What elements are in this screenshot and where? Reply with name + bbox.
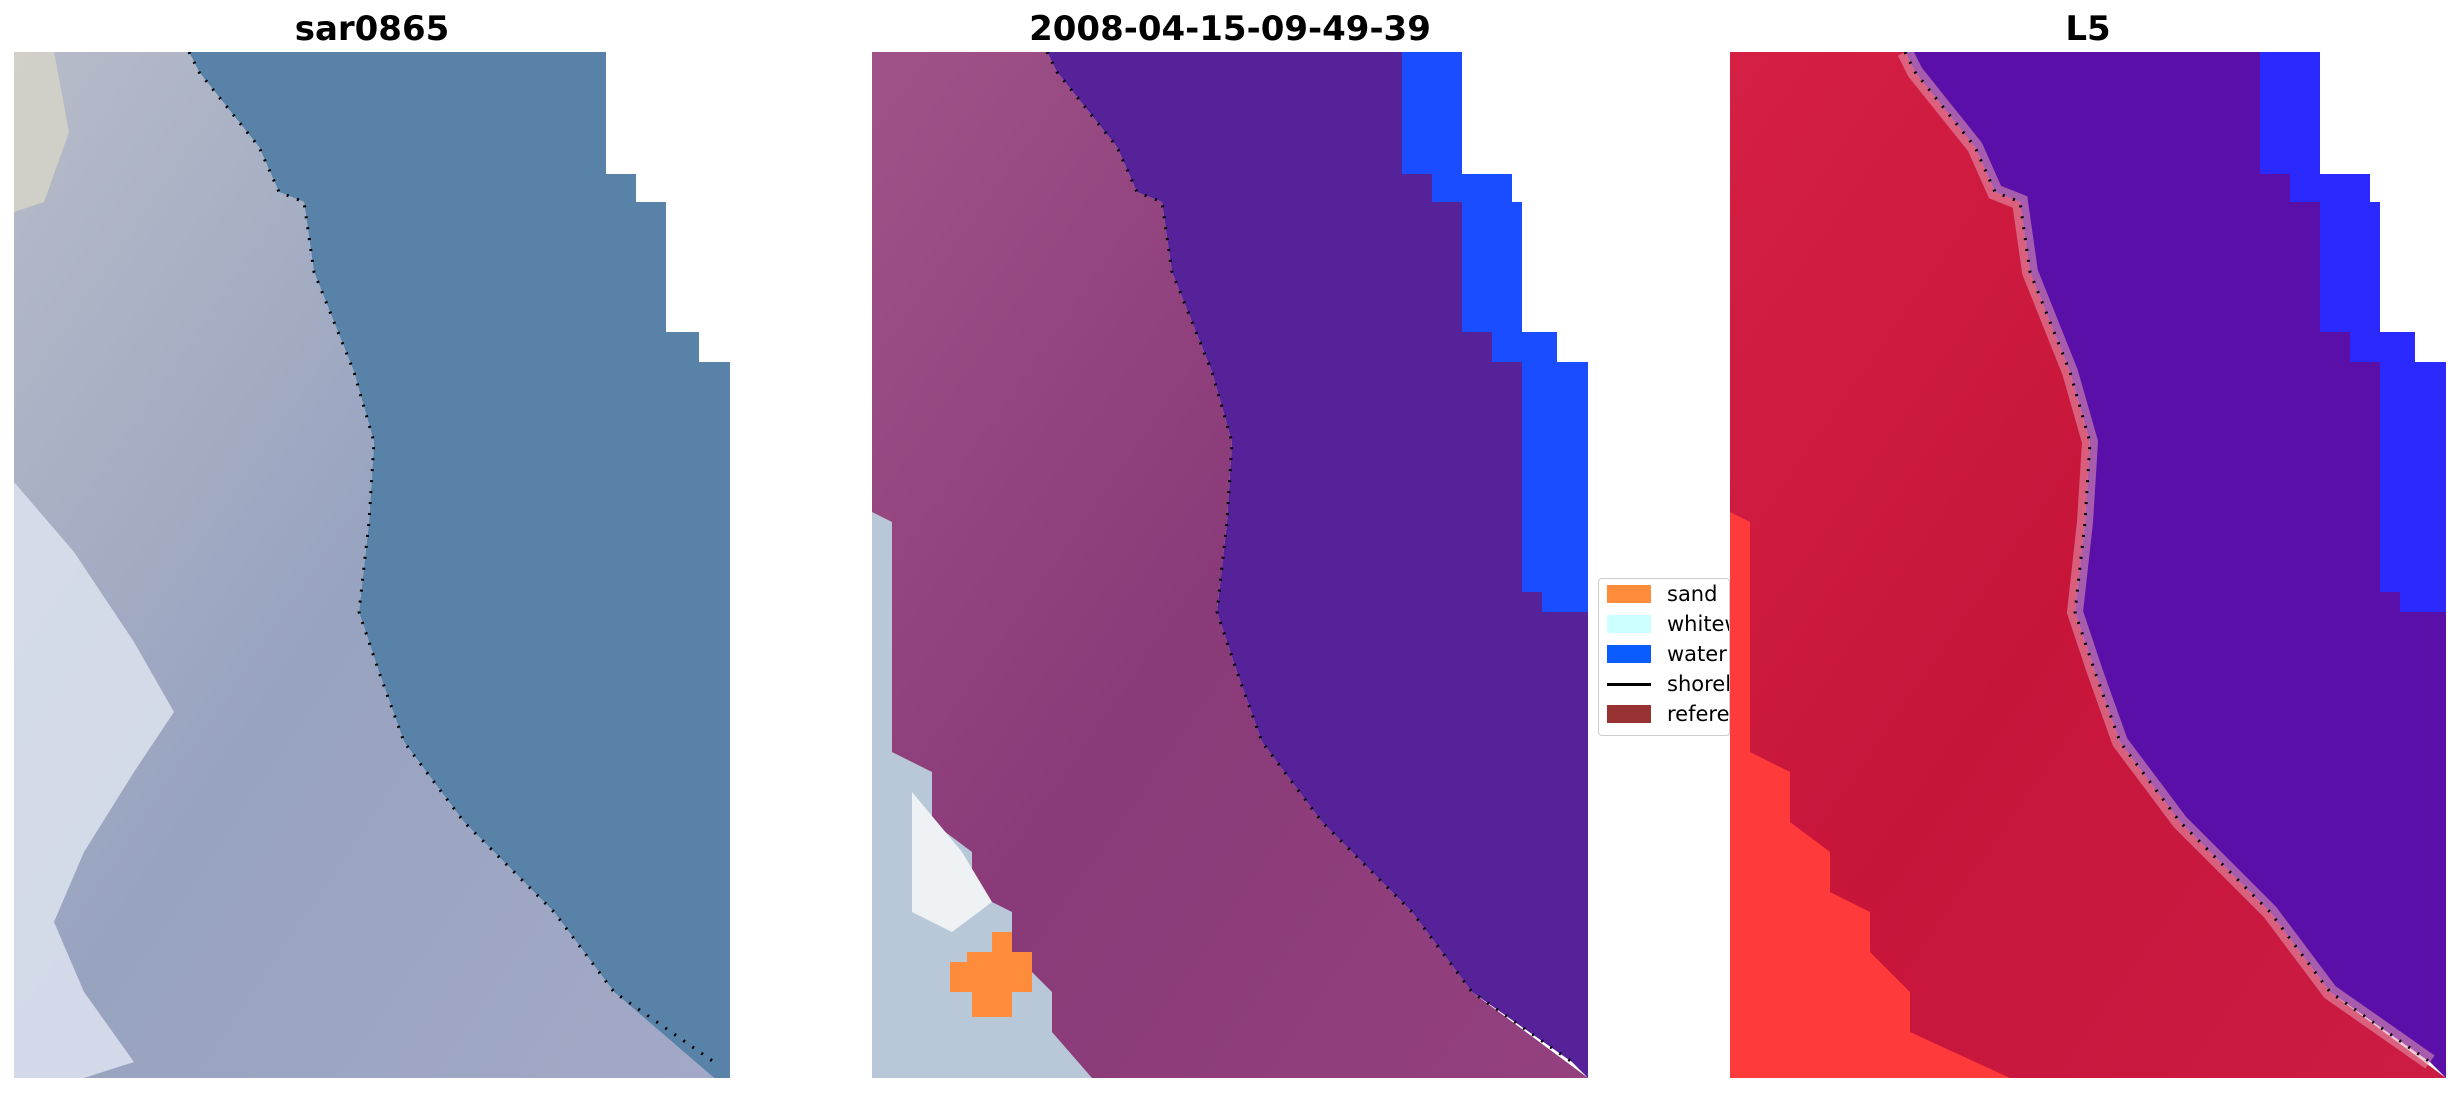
l5-image-panel xyxy=(1730,52,2446,1078)
legend-label-shoreline: shorel xyxy=(1667,672,1730,696)
water-class xyxy=(1047,52,1588,1078)
reference-swatch xyxy=(1607,705,1651,723)
land-area xyxy=(14,52,714,1078)
legend-item-reference: referer xyxy=(1607,702,1730,726)
land-class xyxy=(872,52,1588,1078)
legend-label-water: water xyxy=(1667,642,1727,666)
panel-title-rgb: sar0865 xyxy=(294,9,450,49)
l5-bright-red xyxy=(1730,512,2010,1078)
legend-item-sand: sand xyxy=(1607,582,1718,606)
sand-pixels xyxy=(950,932,1032,1017)
bright-patch xyxy=(14,52,69,212)
water-swatch xyxy=(1607,645,1651,663)
rgb-image-panel xyxy=(14,52,730,1078)
legend-item-water: water xyxy=(1607,642,1727,666)
shoreline-line-swatch xyxy=(1607,682,1651,686)
l5-land xyxy=(1730,52,2446,1078)
panel-title-l5: L5 xyxy=(2065,9,2111,49)
legend-item-shoreline: shorel xyxy=(1607,672,1730,696)
whitewater-area xyxy=(872,512,1092,1078)
whitewater-bright xyxy=(912,792,992,932)
classified-image-panel xyxy=(872,52,1588,1078)
l5-water xyxy=(1905,52,2446,1078)
legend-label-sand: sand xyxy=(1667,582,1718,606)
sand-swatch xyxy=(1607,585,1651,603)
water-area xyxy=(189,52,730,1078)
legend-label-reference: referer xyxy=(1667,702,1730,726)
l5-blue-edge xyxy=(2260,52,2446,612)
l5-shore-band xyxy=(1897,52,2435,1069)
whitewater-swatch xyxy=(1607,615,1651,633)
sea-pixels xyxy=(1402,52,1588,612)
bright-ridge xyxy=(14,482,174,1078)
panel-title-classified: 2008-04-15-09-49-39 xyxy=(1029,9,1431,49)
